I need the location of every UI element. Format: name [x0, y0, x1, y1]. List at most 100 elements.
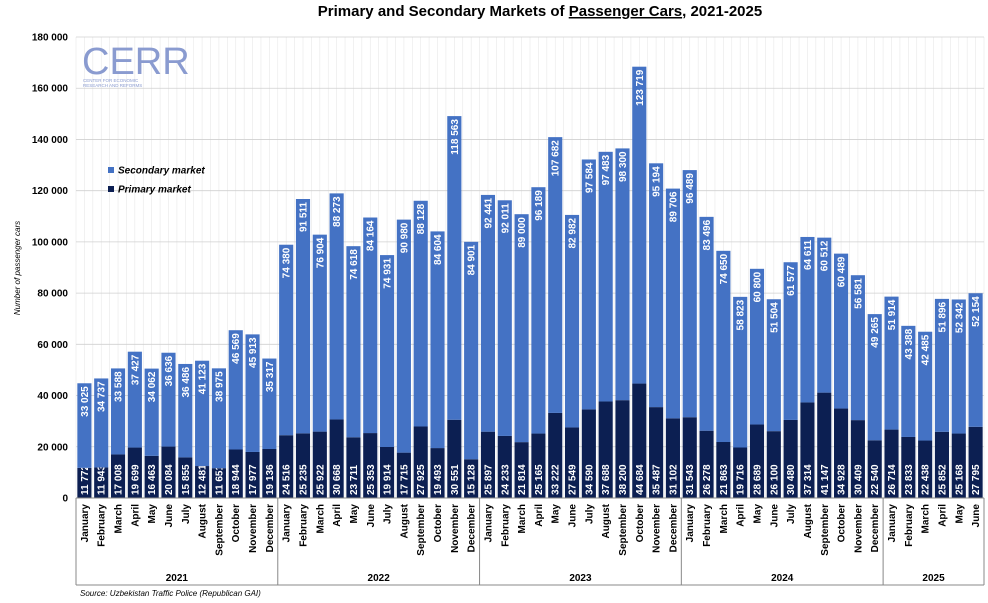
- bar-segment: [615, 148, 630, 401]
- value-label: 34 590: [584, 464, 595, 495]
- bar-segment: [295, 433, 311, 498]
- bar-segment: [346, 246, 361, 438]
- value-label: 30 668: [332, 464, 343, 495]
- y-tick-label: 160 000: [32, 84, 69, 95]
- bar-segment: [531, 187, 546, 434]
- bar-segment: [615, 400, 630, 498]
- bar-segment: [279, 435, 294, 498]
- value-label: 26 278: [702, 464, 713, 495]
- x-tick-label: March: [719, 504, 730, 533]
- bar-segment: [699, 216, 714, 431]
- value-label: 27 549: [568, 464, 579, 495]
- value-label: 98 300: [618, 151, 629, 182]
- bar-segment: [464, 241, 479, 460]
- bar-segment: [295, 199, 311, 434]
- bar-segment: [312, 234, 327, 432]
- bar-segment: [396, 452, 411, 498]
- bar-segment: [918, 440, 933, 498]
- bar-segment: [901, 436, 916, 498]
- value-label: 96 489: [685, 173, 696, 204]
- value-label: 74 650: [719, 253, 730, 284]
- bar-segment: [581, 409, 596, 498]
- bar-segment: [749, 268, 765, 425]
- y-tick-label: 60 000: [37, 340, 68, 351]
- bar-segment: [430, 448, 445, 498]
- value-label: 36 486: [181, 367, 192, 398]
- value-label: 88 128: [416, 203, 427, 234]
- value-label: 11 651: [214, 465, 225, 495]
- value-label: 15 128: [467, 464, 478, 495]
- legend-swatch: [108, 167, 114, 173]
- x-tick-label: February: [500, 504, 511, 547]
- x-tick-label: June: [366, 504, 377, 528]
- value-label: 83 496: [702, 219, 713, 250]
- value-label: 19 716: [736, 464, 747, 495]
- bar-segment: [161, 352, 176, 447]
- value-label: 11 772: [80, 465, 91, 495]
- bar-segment: [649, 407, 664, 498]
- bar-segment: [783, 419, 798, 498]
- value-label: 64 611: [803, 240, 814, 270]
- x-tick-label: October: [231, 504, 242, 542]
- value-label: 21 814: [517, 464, 528, 495]
- value-label: 23 833: [904, 464, 915, 495]
- x-tick-label: December: [870, 504, 881, 552]
- x-tick-label: July: [584, 504, 595, 524]
- value-label: 52 154: [971, 296, 982, 327]
- value-label: 12 481: [198, 464, 209, 495]
- bar-segment: [682, 417, 697, 498]
- value-label: 22 438: [921, 464, 932, 495]
- bar-segment: [951, 299, 966, 434]
- value-label: 89 706: [668, 191, 679, 222]
- chart-title: Primary and Secondary Markets of Passeng…: [318, 3, 762, 20]
- bar-segment: [144, 455, 159, 498]
- bar-segment: [766, 299, 781, 432]
- bar-segment: [716, 442, 731, 498]
- value-label: 35 487: [652, 464, 663, 495]
- y-tick-label: 0: [62, 494, 68, 505]
- x-tick-label: February: [299, 504, 310, 547]
- bar-segment: [749, 424, 765, 498]
- bar-segment: [699, 430, 714, 498]
- value-label: 37 314: [803, 464, 814, 495]
- x-tick-label: January: [483, 504, 494, 543]
- bar-segment: [581, 159, 596, 410]
- group-label: 2025: [922, 573, 945, 584]
- bar-segment: [884, 429, 899, 498]
- value-label: 34 737: [97, 381, 108, 412]
- value-label: 82 982: [568, 217, 579, 248]
- legend-label: Primary market: [118, 185, 191, 196]
- bar-segment: [127, 351, 142, 448]
- value-label: 26 100: [769, 464, 780, 495]
- value-label: 51 504: [769, 302, 780, 333]
- y-tick-label: 120 000: [32, 186, 69, 197]
- bar-segment: [632, 383, 647, 498]
- value-label: 24 233: [500, 464, 511, 495]
- value-label: 17 008: [114, 464, 125, 495]
- title-part: , 2021-2025: [682, 3, 762, 20]
- x-tick-label: September: [618, 504, 629, 556]
- bar-segment: [632, 66, 647, 384]
- x-tick-label: November: [248, 504, 259, 553]
- value-label: 35 317: [265, 361, 276, 392]
- value-label: 56 581: [853, 278, 864, 309]
- bar-segment: [817, 392, 832, 498]
- value-label: 23 711: [349, 465, 360, 495]
- value-label: 96 189: [534, 190, 545, 221]
- bar-segment: [110, 368, 126, 455]
- bar-segment: [783, 262, 798, 420]
- bar-segment: [447, 116, 462, 420]
- value-label: 52 342: [954, 302, 965, 333]
- x-tick-label: May: [551, 504, 562, 524]
- x-tick-label: April: [736, 504, 747, 527]
- bar-segment: [161, 446, 176, 498]
- logo-subtitle: RESEARCH AND REFORMS: [83, 83, 142, 88]
- bar-segment: [77, 467, 92, 498]
- value-label: 37 688: [601, 464, 612, 495]
- bar-segment: [245, 451, 260, 498]
- group-label: 2023: [569, 573, 592, 584]
- x-tick-label: November: [450, 504, 461, 553]
- bar-segment: [649, 163, 664, 408]
- bar-segment: [279, 244, 294, 436]
- bar-segment: [934, 431, 950, 498]
